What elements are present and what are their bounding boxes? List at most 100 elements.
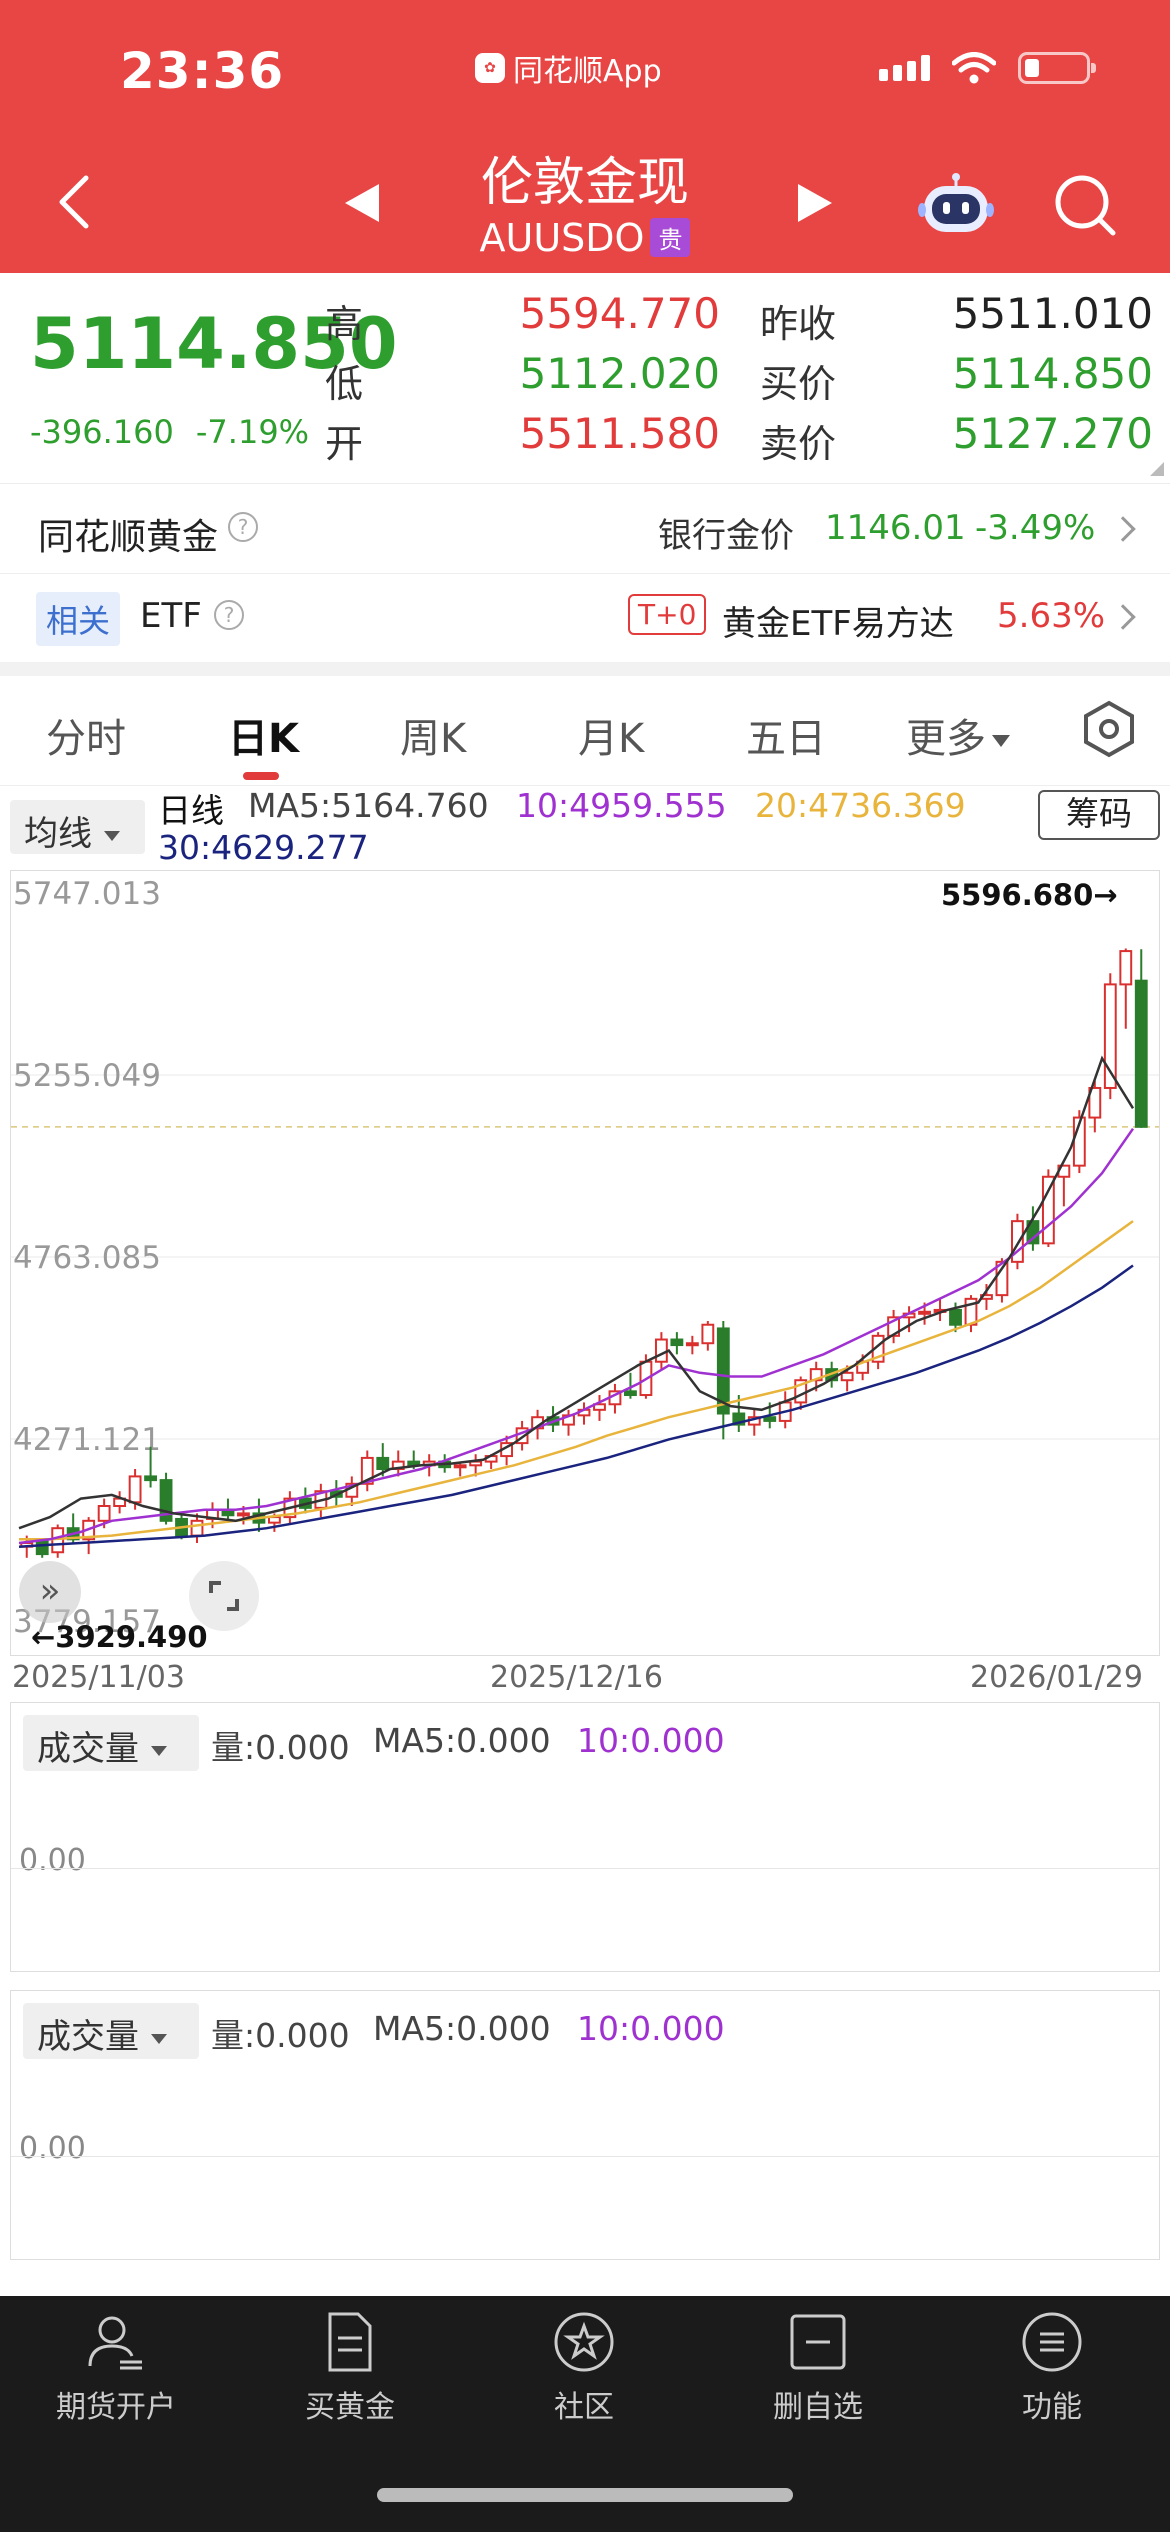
- tab-weekly-k[interactable]: 周K: [400, 716, 467, 762]
- wifi-icon: [952, 52, 996, 84]
- caret-down-icon: [992, 735, 1010, 747]
- nav-functions[interactable]: 功能: [952, 2310, 1152, 2426]
- prev-close-value: 5511.010: [952, 289, 1153, 338]
- kline-chart[interactable]: 5747.013 5255.049 4763.085 4271.121 3779.157…: [10, 870, 1160, 1656]
- menu-icon: [1022, 2312, 1082, 2372]
- tab-intraday[interactable]: 分时: [46, 716, 126, 762]
- back-arrow-icon[interactable]: [50, 172, 100, 232]
- ma-line-type: 日线: [158, 791, 224, 830]
- volume-value: 量:0.000: [211, 2016, 350, 2055]
- candle-body: [624, 1390, 637, 1397]
- prev-instrument-button[interactable]: [345, 184, 379, 222]
- tab-monthly-k[interactable]: 月K: [578, 716, 645, 762]
- indicator-select[interactable]: 均线: [10, 800, 145, 854]
- y-axis-tick-label: 5255.049: [13, 1058, 161, 1094]
- help-icon[interactable]: ?: [214, 600, 244, 630]
- gridline: [11, 2156, 1159, 2157]
- candle-body: [949, 1308, 962, 1326]
- price-change: -396.160 -7.19%: [30, 413, 309, 451]
- volume-ma5: MA5:0.000: [373, 2009, 551, 2048]
- metal-badge: 贵: [650, 218, 691, 257]
- candle-body: [453, 1464, 467, 1469]
- nav-label: 买黄金: [305, 2390, 395, 2425]
- expand-sidebar-icon[interactable]: »: [19, 1561, 81, 1623]
- t0-tag: T+0: [628, 594, 707, 635]
- volume-value: 量:0.000: [211, 1728, 350, 1767]
- nav-buy-gold[interactable]: 买黄金: [250, 2310, 450, 2426]
- y-axis-tick-label: 5747.013: [13, 876, 161, 912]
- volume-ma10: 10:0.000: [577, 1721, 725, 1760]
- community-star-icon: [554, 2312, 614, 2372]
- candle-body: [1041, 1175, 1055, 1245]
- status-time: 23:36: [120, 42, 285, 100]
- volume-zero-label: 0.00: [19, 1843, 86, 1878]
- bank-gold-price: 1146.01: [825, 508, 966, 548]
- nav-label: 删自选: [773, 2390, 863, 2425]
- etf-label: ETF: [140, 596, 202, 636]
- kline-chart-svg: 5747.0135255.0494763.0854271.1213779.157…: [11, 876, 1159, 1654]
- tab-more[interactable]: 更多: [906, 706, 1010, 764]
- ai-assistant-robot-icon[interactable]: [918, 172, 994, 236]
- divider: [0, 573, 1170, 574]
- candle-body: [1011, 1220, 1024, 1263]
- app-header: 23:36 ✿ 同花顺App 伦敦金现 AUUSDO 贵: [0, 0, 1170, 273]
- document-icon: [328, 2312, 372, 2372]
- etf-info-row[interactable]: 相关 ETF ? T+0 黄金ETF易方达 5.63%: [0, 574, 1170, 662]
- volume-select[interactable]: 成交量: [23, 2003, 199, 2059]
- battery-icon: [1018, 52, 1096, 84]
- x-axis-label-end: 2026/01/29: [970, 1660, 1143, 1695]
- change-value: -396.160: [30, 413, 174, 451]
- caret-down-icon: [151, 1745, 167, 1756]
- ma10-line: [18, 1127, 1135, 1545]
- gold-info-row[interactable]: 同花顺黄金 ? 银行金价 1146.01 -3.49%: [0, 484, 1170, 572]
- instrument-code-row: AUUSDO 贵: [0, 216, 1170, 260]
- volume-panel-2[interactable]: 成交量 量:0.000 MA5:0.000 10:0.000 0.00: [10, 1990, 1160, 2260]
- candle-body: [654, 1338, 668, 1363]
- settings-hexagon-icon[interactable]: [1080, 700, 1138, 758]
- ma20-line: [19, 1220, 1134, 1541]
- candle-body: [732, 1412, 746, 1426]
- candle-body: [670, 1338, 684, 1347]
- tab-five-day[interactable]: 五日: [746, 716, 826, 762]
- last-price: 5114.850: [30, 303, 398, 385]
- nav-label: 社区: [554, 2390, 614, 2425]
- candle-body: [159, 1479, 173, 1522]
- status-app-indicator[interactable]: ✿ 同花顺App: [475, 46, 662, 90]
- volume-select-label: 成交量: [37, 1729, 139, 1769]
- high-value: 5594.770: [519, 289, 720, 338]
- expand-corner-icon[interactable]: [1150, 462, 1164, 476]
- volume-ma10: 10:0.000: [577, 2009, 725, 2048]
- candle-body: [190, 1519, 204, 1537]
- status-app-name: 同花顺App: [513, 54, 662, 89]
- x-axis-label-start: 2025/11/03: [12, 1660, 185, 1695]
- candle-body: [840, 1371, 854, 1382]
- min-price-label: ←3929.490: [31, 1620, 208, 1654]
- volume-panel-1[interactable]: 成交量 量:0.000 MA5:0.000 10:0.000 0.00: [10, 1702, 1160, 1972]
- nav-community[interactable]: 社区: [484, 2310, 684, 2426]
- ma10-value: 10:4959.555: [516, 786, 727, 825]
- remove-watchlist-icon: [790, 2314, 846, 2370]
- chips-button[interactable]: 筹码: [1038, 790, 1160, 840]
- candle-body: [128, 1475, 142, 1504]
- next-instrument-button[interactable]: [798, 184, 832, 222]
- fullscreen-button[interactable]: [189, 1561, 259, 1631]
- volume-select[interactable]: 成交量: [23, 1715, 199, 1771]
- x-axis-label-mid: 2025/12/16: [490, 1660, 663, 1695]
- tab-daily-k[interactable]: 日K: [228, 716, 299, 762]
- candle-body: [1119, 950, 1133, 986]
- fullscreen-icon: [209, 1581, 239, 1611]
- candle-body: [97, 1505, 111, 1522]
- max-price-label: 5596.680→: [941, 878, 1118, 912]
- candle-body: [716, 1327, 730, 1415]
- bid-label: 买价: [760, 362, 837, 406]
- candle-body: [1134, 979, 1148, 1128]
- nav-remove-watchlist[interactable]: 删自选: [718, 2310, 918, 2426]
- caret-down-icon: [104, 830, 120, 841]
- ma5-line: [18, 1055, 1135, 1530]
- help-icon[interactable]: ?: [228, 512, 258, 542]
- nav-futures-account[interactable]: 期货开户: [16, 2310, 216, 2426]
- search-icon[interactable]: [1052, 172, 1118, 238]
- period-tabs: 分时 日K 周K 月K 五日 更多: [0, 676, 1170, 786]
- indicator-select-label: 均线: [24, 814, 92, 854]
- nav-label: 功能: [1022, 2390, 1082, 2425]
